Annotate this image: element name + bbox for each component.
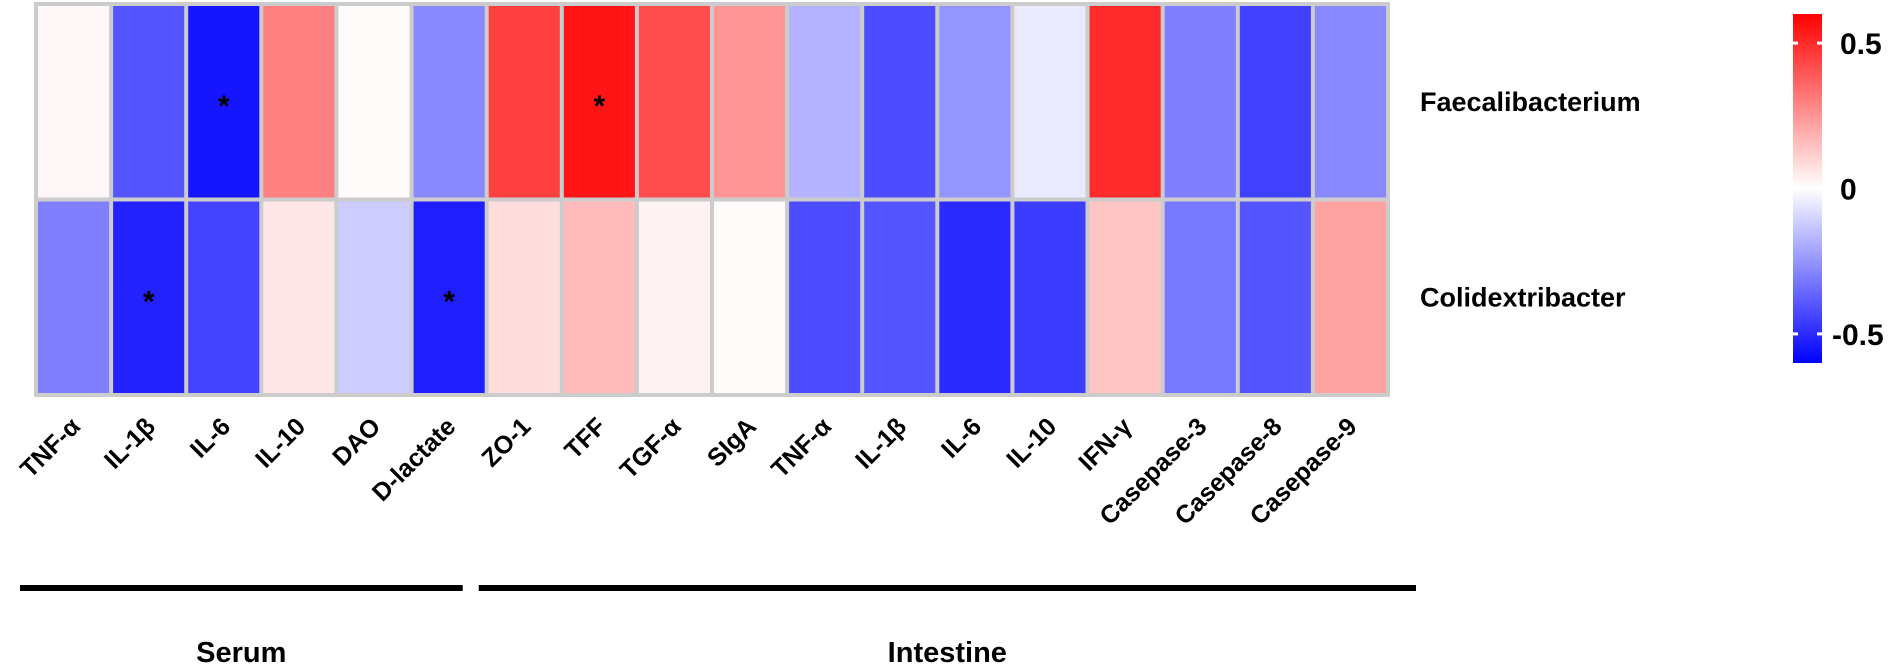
column-label: IL-1β bbox=[99, 412, 161, 474]
colorbar: 0.5 0 -0.5 bbox=[1793, 14, 1884, 363]
column-label: TFF bbox=[559, 412, 611, 464]
column-label: SIgA bbox=[702, 412, 762, 472]
heatmap-grid-background bbox=[34, 2, 1390, 397]
colorbar-tick-label: -0.5 bbox=[1832, 319, 1884, 352]
heatmap-cell bbox=[789, 201, 861, 393]
heatmap-cell bbox=[563, 201, 635, 393]
heatmap-cell bbox=[338, 6, 410, 198]
heatmap-cell bbox=[1164, 201, 1236, 393]
row-label: Faecalibacterium bbox=[1420, 87, 1641, 117]
row-label: Colidextribacter bbox=[1420, 282, 1626, 312]
heatmap-cell bbox=[263, 201, 335, 393]
column-label: D-lactate bbox=[367, 412, 462, 507]
group-label: Intestine bbox=[888, 637, 1007, 669]
heatmap-cell bbox=[939, 6, 1011, 198]
row-labels: Faecalibacterium Colidextribacter bbox=[1420, 87, 1641, 312]
heatmap-cell bbox=[113, 201, 185, 393]
column-label: TNF-α bbox=[766, 412, 837, 483]
heatmap-cell bbox=[38, 6, 110, 198]
heatmap-cell bbox=[1164, 6, 1236, 198]
significance-star: * bbox=[593, 90, 605, 123]
column-label: IL-1β bbox=[850, 412, 912, 474]
group-label: Serum bbox=[196, 637, 286, 669]
heatmap-cell bbox=[263, 6, 335, 198]
heatmap-cell bbox=[1014, 6, 1086, 198]
column-label: TNF-α bbox=[15, 412, 86, 483]
heatmap-cell bbox=[563, 6, 635, 198]
column-label: DAO bbox=[327, 412, 386, 471]
heatmap-cell bbox=[638, 201, 710, 393]
column-label: IL-10 bbox=[1001, 412, 1062, 473]
column-label: IL-10 bbox=[250, 412, 311, 473]
column-label: IL-6 bbox=[936, 412, 987, 463]
column-label: TGF-α bbox=[615, 412, 687, 484]
significance-star: * bbox=[443, 285, 455, 318]
heatmap-cell bbox=[1089, 6, 1161, 198]
colorbar-tick-label: 0.5 bbox=[1840, 28, 1882, 61]
column-label: IL-6 bbox=[185, 412, 236, 463]
column-label: IFN-γ bbox=[1073, 412, 1137, 476]
heatmap-cell bbox=[864, 6, 936, 198]
heatmap-cell bbox=[939, 201, 1011, 393]
heatmap-cell bbox=[1014, 201, 1086, 393]
colorbar-gradient bbox=[1793, 14, 1822, 363]
significance-star: * bbox=[218, 90, 230, 123]
group-brackets: Serum Intestine bbox=[20, 585, 1416, 669]
heatmap-cell bbox=[413, 6, 485, 198]
heatmap-cell bbox=[714, 6, 786, 198]
colorbar-tick-label: 0 bbox=[1840, 174, 1857, 207]
heatmap-cell bbox=[1314, 6, 1386, 198]
heatmap-cell bbox=[789, 6, 861, 198]
heatmap-cell bbox=[188, 6, 260, 198]
heatmap-cell bbox=[413, 201, 485, 393]
heatmap-cell bbox=[1089, 201, 1161, 393]
column-label: ZO-1 bbox=[476, 412, 536, 472]
heatmap-cell bbox=[488, 201, 560, 393]
heatmap-cell bbox=[38, 201, 110, 393]
heatmap-cell bbox=[638, 6, 710, 198]
heatmap-cell bbox=[1239, 6, 1311, 198]
heatmap-cell bbox=[1314, 201, 1386, 393]
heatmap-cell bbox=[338, 201, 410, 393]
heatmap-cell bbox=[113, 6, 185, 198]
heatmap-cell bbox=[1239, 201, 1311, 393]
heatmap-cells bbox=[34, 2, 1390, 397]
heatmap-cell bbox=[188, 201, 260, 393]
significance-star: * bbox=[143, 285, 155, 318]
significance-markers: * * * * bbox=[143, 90, 606, 318]
heatmap-cell bbox=[714, 201, 786, 393]
heatmap-cell bbox=[488, 6, 560, 198]
heatmap-cell bbox=[864, 201, 936, 393]
